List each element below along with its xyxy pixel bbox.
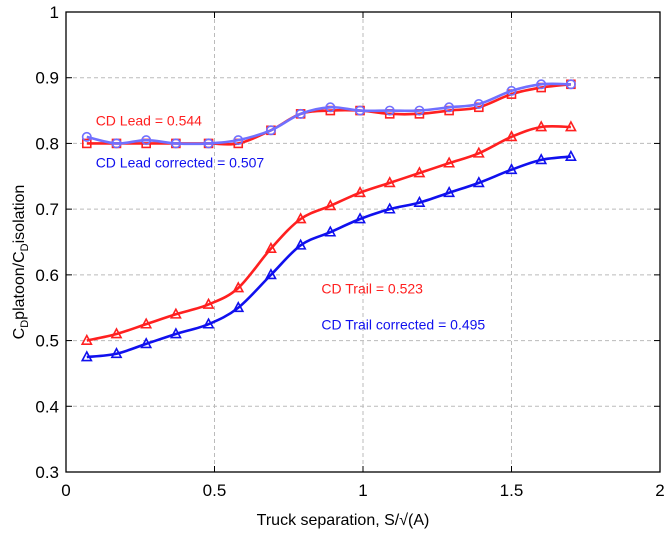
data-point (110, 327, 123, 339)
data-point (80, 350, 93, 362)
x-tick-label: 2 (655, 481, 664, 500)
data-point (294, 212, 307, 224)
data-point (264, 268, 277, 280)
data-point (80, 333, 93, 345)
y-axis-label: CDplatoon/CDisolation (11, 185, 31, 340)
y-label-end: isolation (11, 185, 28, 244)
annotation-label: CD Lead corrected = 0.507 (96, 155, 265, 171)
data-point (384, 105, 395, 116)
x-tick-label: 1 (358, 481, 367, 500)
y-tick-label: 1 (50, 3, 59, 22)
data-point (564, 149, 577, 161)
data-point (505, 130, 518, 142)
data-point (443, 186, 456, 198)
data-point (413, 195, 426, 207)
data-point (202, 317, 215, 329)
x-axis-label: Truck separation, S/√(A) (257, 512, 430, 529)
data-point (140, 337, 153, 349)
y-label-sub1: D (19, 320, 31, 328)
data-point (564, 120, 577, 132)
y-tick-label: 0.5 (35, 332, 59, 351)
series-line-lead-corrected (86, 82, 571, 146)
data-point (444, 102, 455, 113)
data-point (354, 186, 366, 198)
data-point (295, 108, 306, 119)
x-tick-label: 0.5 (203, 481, 227, 500)
data-point (140, 317, 153, 329)
y-label-mid: platoon/C (11, 251, 28, 320)
annotations: CD Lead = 0.544 CD Lead corrected = 0.507… (96, 113, 486, 333)
y-tick-label: 0.7 (35, 200, 59, 219)
series-trail-corrected (80, 149, 577, 362)
data-point (505, 163, 518, 175)
data-point (325, 102, 336, 113)
data-point (565, 79, 576, 90)
data-point (383, 176, 396, 188)
data-point (141, 135, 152, 146)
data-point (414, 105, 425, 116)
data-point (472, 176, 485, 188)
x-tick-label: 1.5 (500, 481, 524, 500)
grid (66, 12, 660, 472)
series-line-trail-corrected (86, 155, 572, 359)
data-point (535, 153, 548, 165)
data-point (472, 146, 485, 158)
data-point (354, 212, 366, 224)
y-label-sub2: D (19, 243, 31, 251)
y-tick-label: 0.8 (35, 134, 59, 153)
data-point (324, 225, 337, 237)
data-point (169, 307, 182, 319)
annotation-label: CD Lead = 0.544 (96, 113, 202, 129)
data-point (232, 281, 245, 293)
data-point (81, 138, 92, 149)
data-point (111, 138, 122, 149)
series-line-trail (86, 124, 571, 342)
y-tick-label: 0.4 (35, 397, 59, 416)
x-tick-label: 0 (61, 481, 70, 500)
data-point (233, 135, 244, 146)
data-point (383, 202, 396, 214)
annotation-label: CD Trail corrected = 0.495 (321, 316, 485, 332)
data-point (110, 347, 123, 359)
ticks: 0 0.5 1 1.5 2 0.3 0.4 0.5 0.6 0.7 0.8 0.9 1 (35, 3, 664, 500)
data-point (413, 166, 426, 178)
data-point (264, 241, 277, 253)
y-label-c1: C (11, 328, 28, 340)
series-trail (80, 120, 577, 345)
data-point (324, 199, 337, 211)
y-tick-label: 0.6 (35, 266, 59, 285)
data-point (535, 120, 548, 132)
data-point (294, 238, 307, 250)
data-point (169, 327, 182, 339)
y-tick-label: 0.3 (35, 463, 59, 482)
data-point (203, 138, 214, 149)
series-lead-corrected (81, 79, 576, 149)
data-point (536, 79, 547, 90)
data-point (473, 99, 484, 110)
data-point (443, 156, 456, 168)
data-point (170, 138, 181, 149)
data-point (265, 125, 276, 136)
y-tick-label: 0.9 (35, 69, 59, 88)
series-layer (80, 79, 577, 362)
data-point (232, 301, 245, 313)
data-point (506, 85, 517, 96)
data-point (355, 105, 366, 116)
data-point (202, 297, 215, 309)
data-point (81, 131, 92, 142)
annotation-label: CD Trail = 0.523 (321, 280, 423, 296)
